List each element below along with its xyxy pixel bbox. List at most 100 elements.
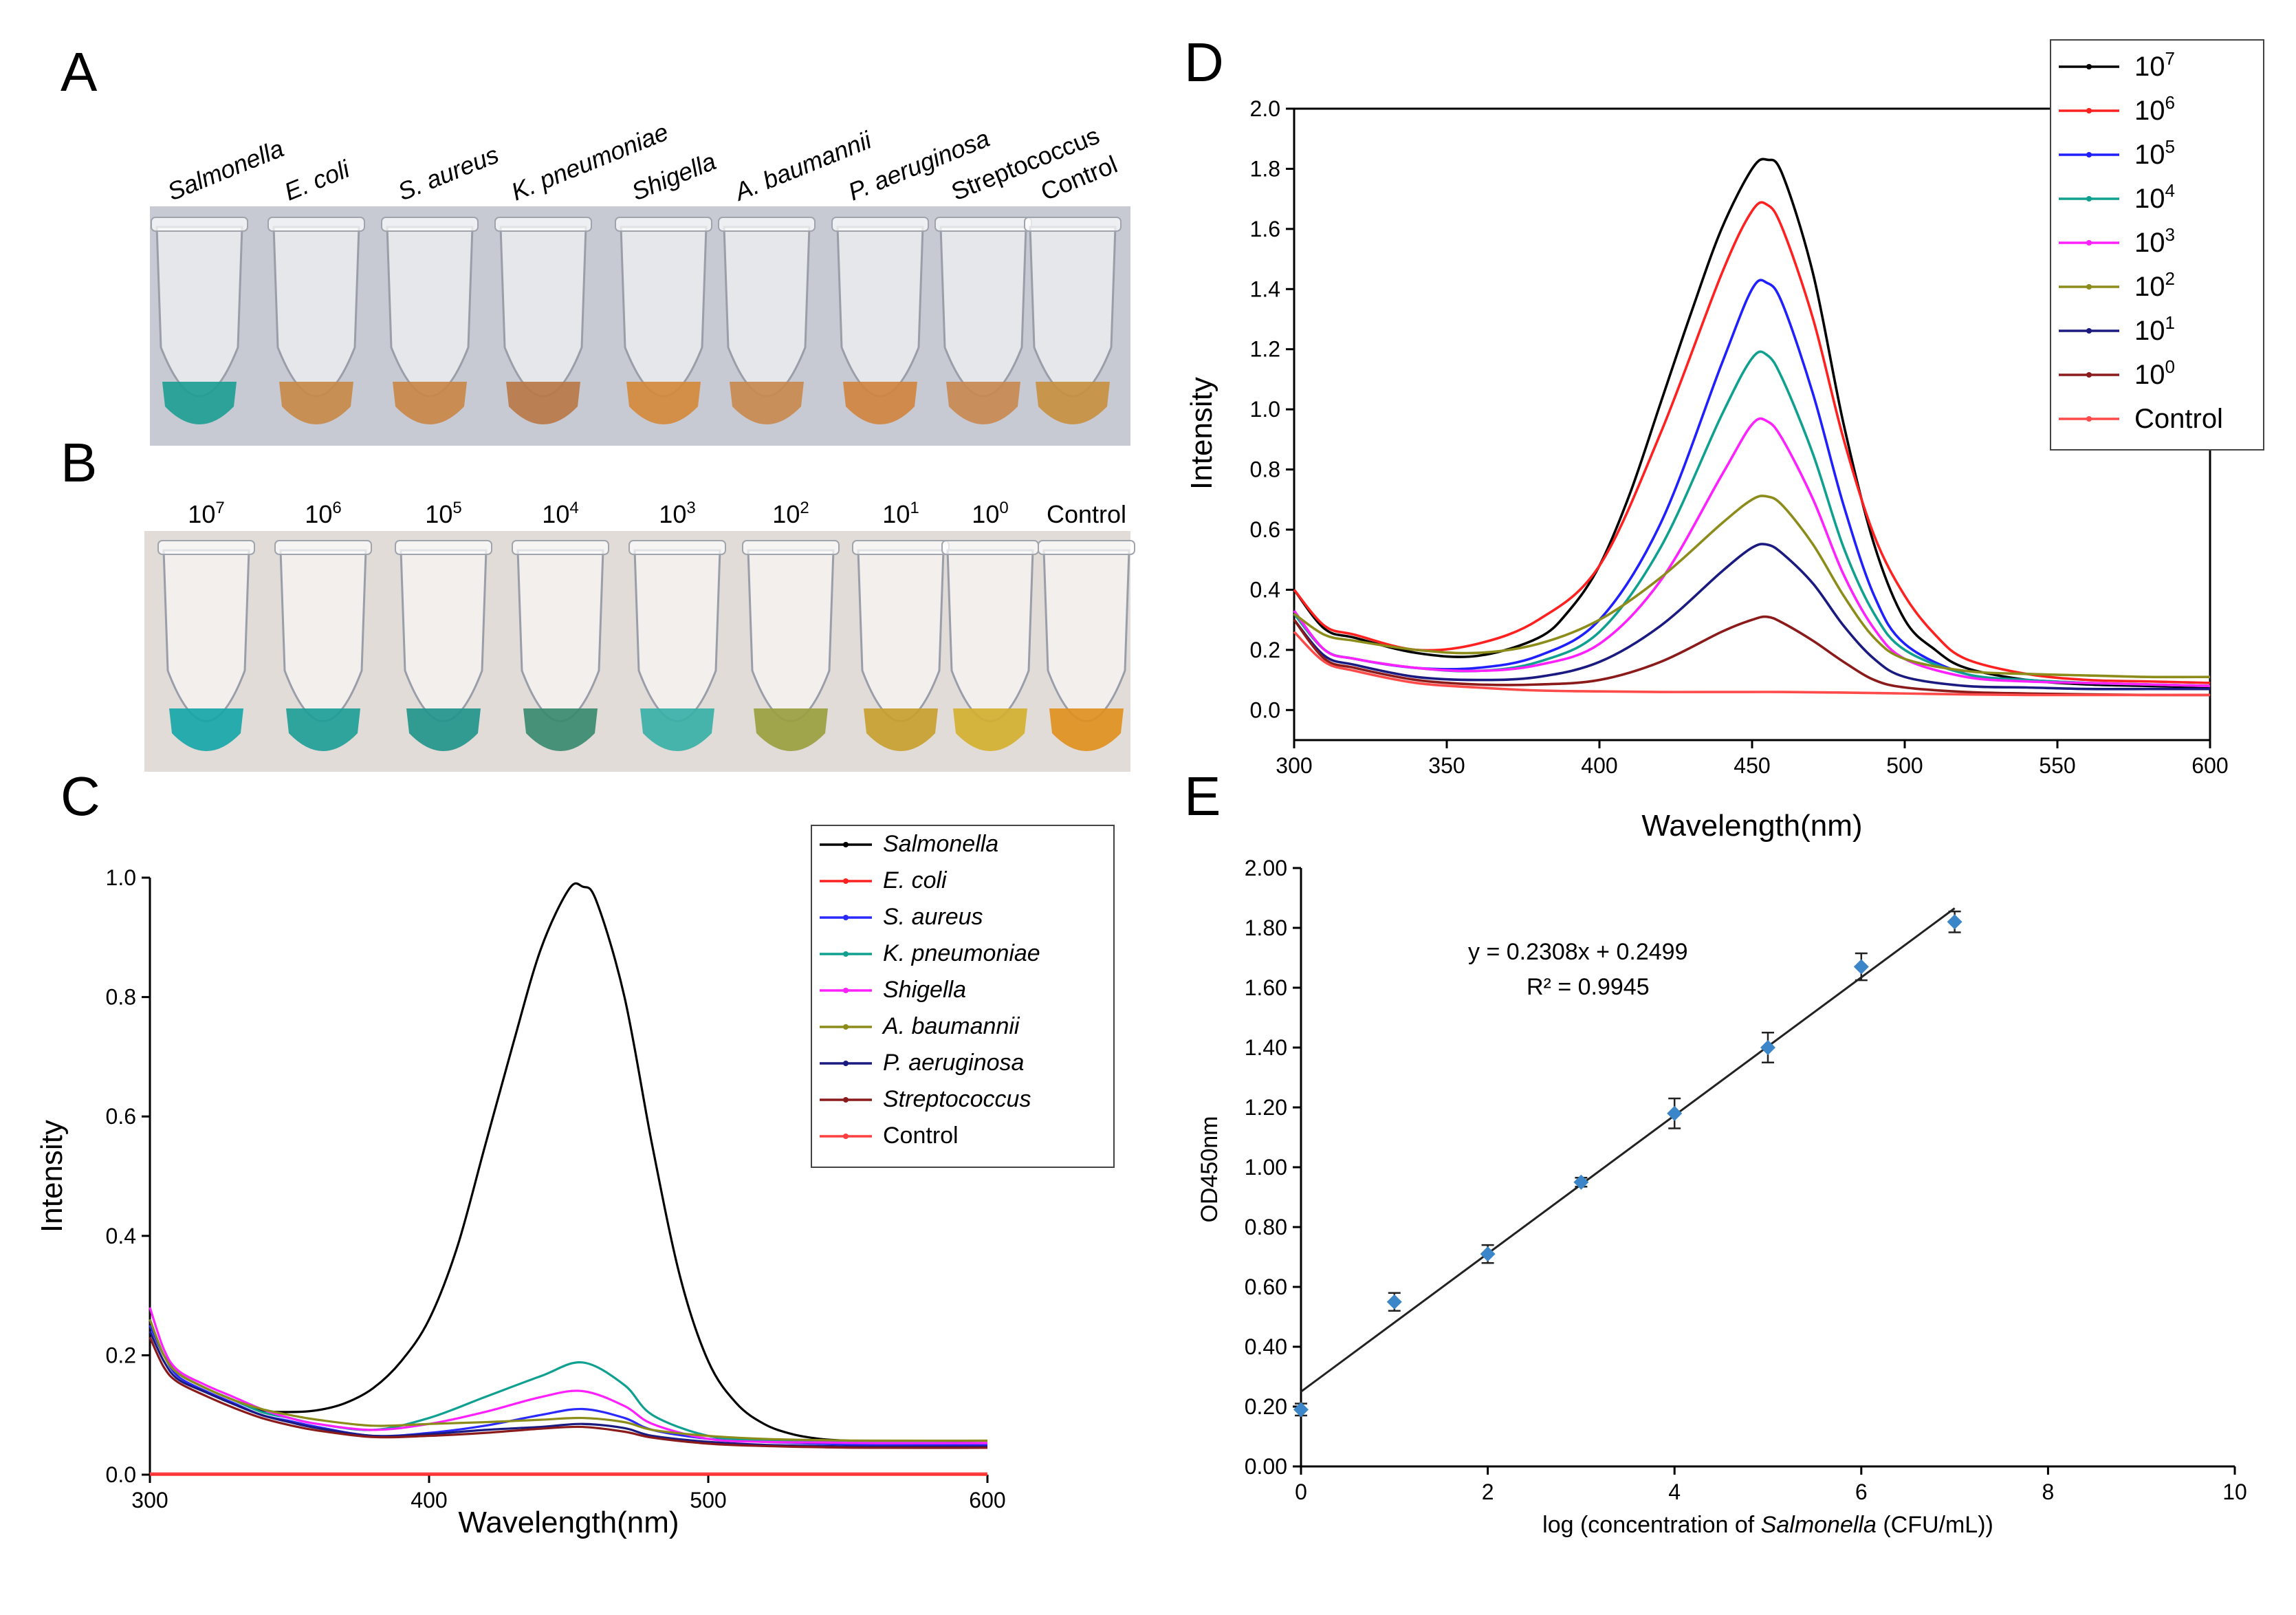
legend-label-base: 10 [2134, 316, 2165, 346]
tube-liquid [1036, 382, 1110, 424]
y-tick-label: 0.2 [1250, 638, 1280, 662]
x-tick-label: 2 [1482, 1479, 1494, 1504]
tube-rim [934, 217, 1032, 232]
tube-label-exponent: 2 [800, 499, 809, 517]
data-point [1667, 1105, 1683, 1121]
tube-label-base: 10 [972, 500, 999, 528]
fit-equation: y = 0.2308x + 0.2499 [1468, 939, 1687, 965]
x-tick-label: 4 [1668, 1479, 1681, 1504]
tube-liquid [162, 382, 237, 424]
x-tick-label: 300 [131, 1488, 168, 1513]
legend-marker [2086, 416, 2092, 422]
series-line [1293, 417, 2211, 688]
legend-label: Streptococcus [883, 1086, 1031, 1112]
legend-label: S. aureus [883, 904, 983, 930]
y-tick-label: 1.2 [1250, 337, 1280, 362]
tube-liquid [1049, 708, 1124, 751]
series-line [1293, 201, 2211, 684]
legend-label: 104 [2134, 180, 2175, 214]
tube-liquid [626, 382, 701, 424]
legend-label: P. aeruginosa [883, 1050, 1024, 1076]
y-tick-label: 1.00 [1245, 1155, 1287, 1180]
legend-label-base: 10 [2134, 96, 2165, 126]
panel-label-d: D [1184, 32, 1224, 93]
tube-rim [1038, 540, 1135, 555]
tube-label-base: 10 [425, 500, 452, 528]
data-point [1480, 1246, 1496, 1262]
legend-marker [843, 1024, 849, 1030]
photo-b: 107 106 105 104 103 102 101 100 Control [144, 499, 1135, 772]
series-line [149, 1307, 988, 1444]
legend-label-base: 10 [2134, 360, 2165, 390]
tube [151, 217, 248, 424]
y-tick-label: 0.40 [1245, 1334, 1287, 1359]
tube [852, 540, 950, 751]
tube-label: 105 [425, 499, 461, 528]
series-line [1293, 495, 2211, 679]
legend-label: Salmonella [883, 831, 998, 857]
tube-liquid [279, 382, 353, 424]
tube-rim [157, 540, 255, 555]
legend-marker [843, 951, 849, 957]
y-tick-label: 0.80 [1245, 1215, 1287, 1239]
legend-label-base: 10 [2134, 140, 2165, 170]
legend-label-exponent: 3 [2165, 224, 2175, 245]
tube [512, 540, 609, 751]
legend-marker [843, 1097, 849, 1103]
x-tick-label: 500 [690, 1488, 726, 1513]
tube-liquid [406, 708, 481, 751]
y-tick-label: 0.0 [1250, 697, 1280, 722]
legend-label: K. pneumoniae [883, 940, 1040, 966]
chart-d: 300 350 400 450 500 550 6000.00.20.40.60.81.01… [1185, 39, 2264, 843]
tube-liquid [953, 708, 1027, 751]
tube [934, 217, 1032, 424]
tube [494, 217, 592, 424]
legend-label: 103 [2134, 224, 2175, 258]
tube-rim [395, 540, 492, 555]
tube-label-exponent: 0 [999, 499, 1008, 517]
legend-label-base: 10 [2134, 228, 2165, 258]
tube-rim [718, 217, 816, 232]
tube-liquid [864, 708, 938, 751]
data-point [1947, 914, 1962, 930]
legend-marker [843, 915, 849, 920]
tube-label: S. aureus [394, 140, 503, 206]
legend-label-exponent: 4 [2165, 180, 2175, 201]
panel-label-b: B [61, 432, 97, 493]
tube-liquid [754, 708, 828, 751]
series-line [1293, 615, 2211, 697]
legend-label-exponent: 7 [2165, 48, 2175, 69]
legend-label-base: 10 [2134, 52, 2165, 82]
tube-label-exponent: 5 [452, 499, 461, 517]
legend-label-exponent: 1 [2165, 312, 2175, 333]
y-tick-label: 0.0 [106, 1462, 136, 1487]
legend-label: 100 [2134, 356, 2175, 390]
tube [381, 217, 479, 424]
y-tick-label: 1.80 [1245, 915, 1287, 940]
legend-marker [843, 842, 849, 847]
tube [1024, 217, 1122, 424]
tube-label-exponent: 7 [215, 499, 224, 517]
tube-liquid [523, 708, 598, 751]
tube-liquid [640, 708, 714, 751]
y-tick-label: 0.4 [1250, 577, 1280, 602]
tube-label: Salmonella [164, 134, 287, 206]
legend-label-base: Control [2134, 404, 2223, 434]
y-tick-label: 2.0 [1250, 96, 1280, 121]
x-axis-label: log (concentration of Salmonella (CFU/mL… [1542, 1512, 1993, 1538]
y-tick-label: 1.20 [1245, 1095, 1287, 1120]
tube-rim [267, 217, 365, 232]
tube-rim [831, 217, 929, 232]
series-line [1293, 631, 2210, 697]
tube-rim [628, 540, 726, 555]
tube-label: 102 [772, 499, 809, 528]
y-axis-label: OD450nm [1196, 1116, 1223, 1223]
tube-liquid [843, 382, 917, 424]
y-axis-label: Intensity [35, 1120, 69, 1233]
tube-liquid [730, 382, 804, 424]
x-tick-label: 500 [1886, 753, 1923, 778]
y-tick-label: 1.0 [106, 865, 136, 890]
tube [742, 540, 840, 751]
y-tick-label: 0.6 [106, 1104, 136, 1129]
